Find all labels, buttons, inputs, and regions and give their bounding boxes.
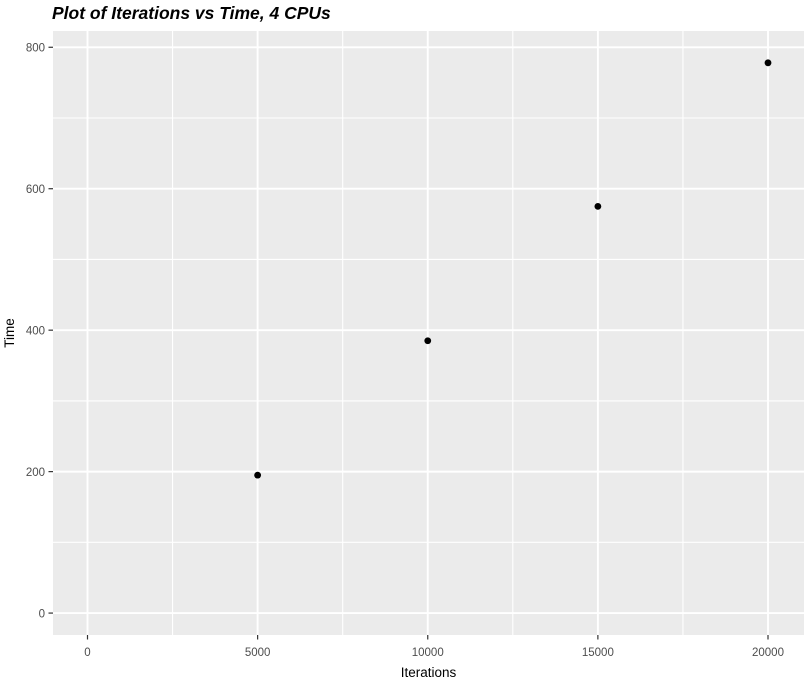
data-point [594,203,602,210]
y-tick-label: 600 [26,184,45,196]
y-tick-label: 0 [39,608,45,620]
data-point [764,59,772,67]
plot-title: Plot of Iterations vs Time, 4 CPUs [52,3,331,23]
data-point [254,471,262,479]
x-tick-label: 10000 [412,647,444,659]
x-axis-title: Iterations [401,665,457,680]
data-point [424,337,432,345]
y-tick-label: 200 [26,467,45,479]
x-tick-label: 5000 [245,647,271,659]
y-tick-label: 800 [26,42,45,54]
x-tick-label: 20000 [752,647,784,659]
x-tick-label: 15000 [582,647,614,659]
y-axis-title: Time [2,318,17,348]
x-tick-label: 0 [84,647,90,659]
y-tick-label: 400 [26,325,45,337]
